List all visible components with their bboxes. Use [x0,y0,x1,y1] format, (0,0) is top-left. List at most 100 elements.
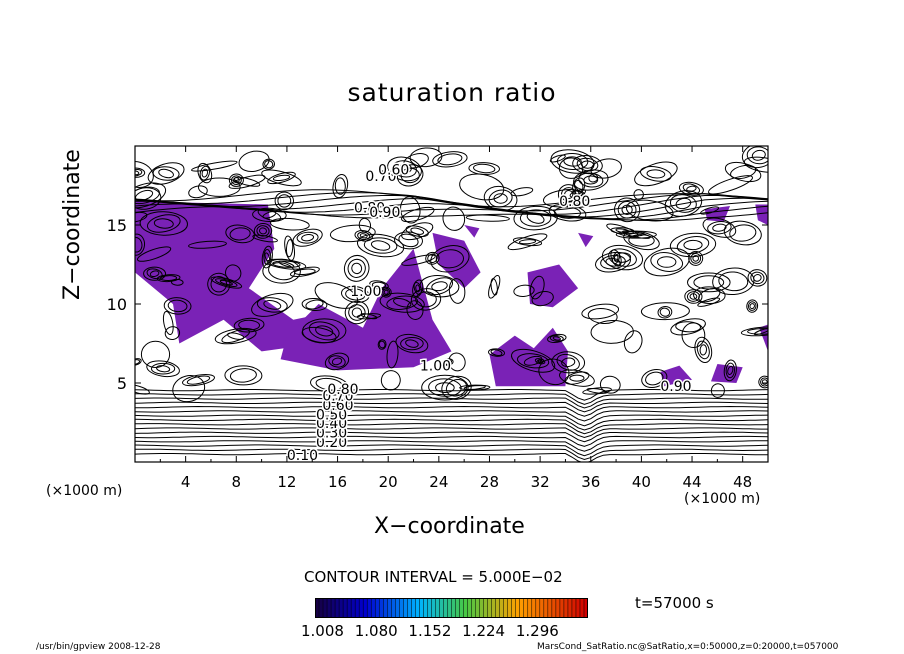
contour-line [358,217,372,233]
contour-line [549,335,564,342]
contour-line [278,260,295,268]
contour-line [135,236,143,253]
contour-line [435,382,455,394]
colorbar-swatch [491,598,497,618]
contour-line [259,227,267,235]
contour-line [664,190,703,217]
contour-line [699,344,708,356]
contour-line [135,182,167,209]
contour-line [351,262,363,275]
x-tick-label: 16 [328,473,347,491]
y-tick-label: 15 [107,216,127,235]
contour-line [490,349,503,356]
contour-line [377,339,387,350]
colorbar-swatch [335,598,340,618]
colorbar-swatch [527,598,533,618]
contour-line [723,359,737,382]
contour-line [135,431,768,443]
contour-line [427,253,438,264]
contour-label: 0.80 [354,200,385,216]
contour-line [550,149,595,174]
contour-line [172,375,206,403]
contour-line [238,150,270,172]
contour-line [518,239,537,245]
contour-line [135,189,154,201]
contour-line [488,189,513,208]
contour-line [147,162,185,185]
contour-line [238,319,260,331]
contour-line [430,245,470,273]
contour-line [262,158,275,170]
contour-line [143,266,167,281]
contour-line [558,157,584,179]
contour-line [512,237,543,247]
contour-label: 1.00 [350,284,381,300]
contour-line [563,156,582,167]
contour-line [746,299,759,313]
contour-line [308,321,340,341]
contour-labels: 0.100.200.300.400.500.600.700.800.700.60… [285,161,693,466]
contour-line [712,267,755,296]
contour-line [135,401,768,413]
contour-line [334,177,346,195]
contour-line [146,268,163,280]
contour-line [401,254,436,266]
contour-line [228,173,244,187]
contour-line [135,384,150,395]
colorbar-swatch [563,598,569,618]
contour-line [747,301,757,311]
contour-line [340,285,370,303]
contour-line [314,282,359,309]
colorbar-swatch [411,598,416,618]
colorbar-tick-labels: 1.008 1.080 1.152 1.224 1.296 [301,622,559,640]
contour-line [351,307,363,318]
contour-line [718,271,749,292]
colorbar-swatch [471,598,476,618]
contour-line [578,172,604,188]
contour-line [442,358,454,366]
y-axis-label: Z−coordinate [60,149,85,300]
contour-line [659,307,671,317]
contour-line [228,174,266,189]
contour-line [135,448,768,461]
contour-line [405,339,419,348]
contour-line [750,271,765,285]
colorbar-swatch [459,598,464,618]
contour-label: 0.70 [365,169,396,185]
contour-line [526,212,545,224]
contour-line [233,176,261,187]
colorbar-swatch [531,598,537,618]
contour-line [582,387,612,395]
contour-line [459,173,505,201]
contour-line [263,300,282,310]
contour-line [135,161,154,188]
contour-line [135,410,768,422]
contour-line [634,161,678,187]
contour-line [263,249,272,266]
contour-line [135,203,768,221]
contour-line [360,313,378,320]
contour-line [723,220,762,246]
contour-line [675,197,692,210]
shaded-region [755,204,768,225]
contour-line [490,278,498,296]
colorbar-swatch [391,598,396,618]
contour-line [163,297,192,315]
x-tick-label: 32 [531,473,550,491]
contour-line [571,190,584,197]
contour-line [443,359,453,365]
contour-line [650,252,684,272]
colorbar-swatch [323,598,328,618]
colorbar-swatch [431,598,436,618]
contour-line [729,224,757,242]
contour-label: 0.30 [316,426,347,442]
contour-line [725,362,736,379]
colorbar-swatch [547,598,553,618]
colorbar-swatch [419,598,424,618]
shaded-region [135,201,332,352]
shaded-region [432,232,481,289]
contour-line [488,348,505,357]
contour-line [135,423,768,435]
contour-line [401,206,435,223]
colorbar-swatch [371,598,376,618]
